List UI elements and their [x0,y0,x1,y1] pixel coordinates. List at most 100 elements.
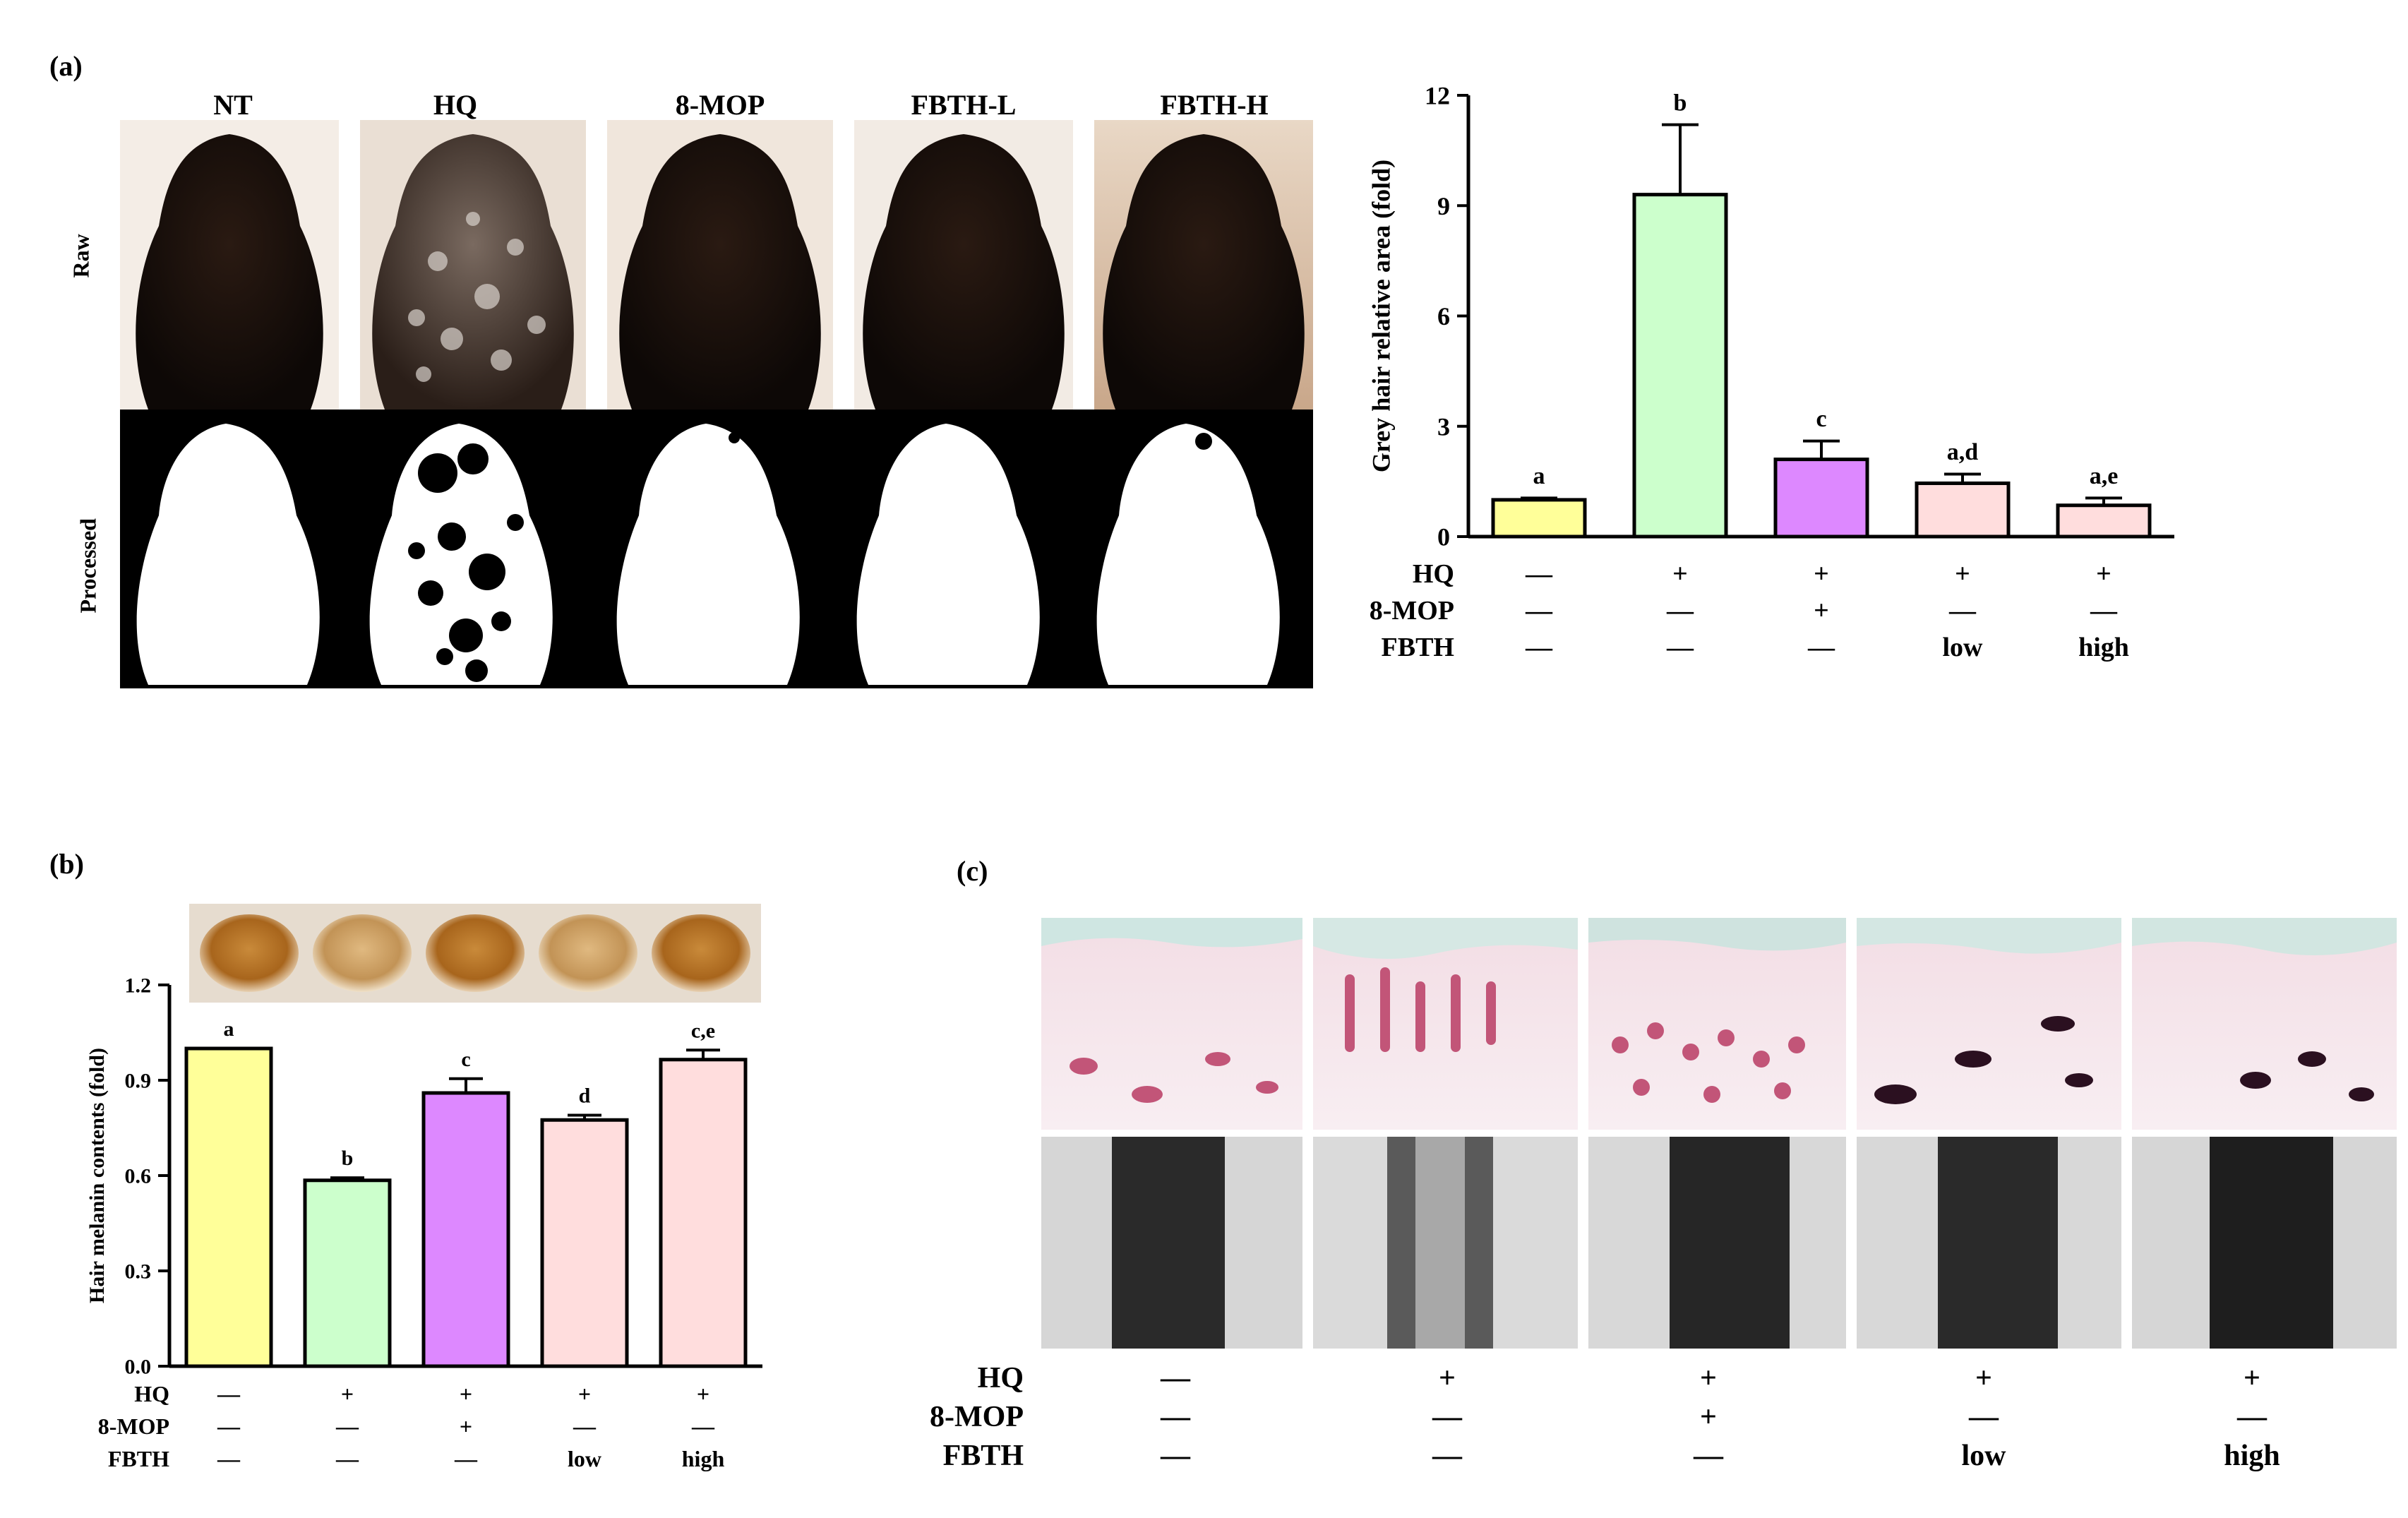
y-tick-label: 9 [1437,192,1450,220]
panel-c-cell: — [1160,1401,1191,1433]
treatment-row-label-0: HQ [1413,559,1454,589]
treatment-cell: — [1807,633,1835,662]
significance-letter-2: c [461,1048,470,1071]
bar-1 [1632,193,1728,539]
significance-letter-0: a [224,1017,234,1041]
treatment-cell: — [1525,596,1553,626]
bar-0 [1491,498,1587,539]
panel-b-label: (b) [49,848,84,880]
panel-c-cell: — [2236,1401,2268,1433]
chart-grey-hair-area: 0 3 6 9 12 Grey hair relative area (fold) a b c a… [1367,82,2174,662]
raw-photo-fbth-l [854,120,1073,410]
bar-3 [1915,481,2011,539]
hair-shaft-3 [1588,1137,1846,1349]
group-label-2: 8-MOP [675,89,765,121]
histology-panel-3 [1588,918,1846,1130]
treatment-cell: + [1955,559,1970,589]
hair-shaft-2 [1313,1137,1578,1349]
hair-shaft-5 [2132,1137,2397,1349]
treatment-cell: — [454,1446,478,1471]
significance-letter-4: c,e [691,1019,715,1042]
treatment-cell: low [568,1446,601,1471]
treatment-row-label-0: HQ [134,1381,169,1406]
panel-c-cell: + [1439,1362,1456,1394]
treatment-cell: + [1672,559,1688,589]
y-tick-label: 0.9 [125,1070,152,1093]
raw-photo-nt [120,120,339,410]
panel-c-cell: — [1432,1401,1463,1433]
histology-panel-4 [1857,918,2121,1130]
row-label-raw: Raw [68,234,94,278]
group-label-1: HQ [433,89,478,121]
panel-c-label: (c) [957,855,988,887]
histology-panel-5 [2132,918,2397,1130]
y-tick-label: 1.2 [125,974,152,998]
treatment-row-label-2: FBTH [1382,633,1454,662]
treatment-cell: + [697,1381,709,1406]
treatment-cell: — [1525,559,1553,589]
treatment-cell: + [1814,596,1829,626]
panel-c-cell: — [1968,1401,1999,1433]
treatment-cell: — [2090,596,2118,626]
skin-histology-images [1041,918,2397,1130]
treatment-cell: — [335,1414,359,1439]
treatment-cell: + [578,1381,591,1406]
processed-8mop [616,424,800,685]
treatment-cell: — [1525,633,1553,662]
treatment-cell: — [1666,596,1694,626]
hair-shaft-4 [1857,1137,2121,1349]
raw-photo-hq [360,120,586,410]
bar-4 [659,1058,748,1368]
melanin-well-plate-photo [189,904,761,1003]
group-label-3: FBTH-L [911,89,1017,121]
processed-nt [136,424,320,685]
raw-photo-8mop [607,120,833,410]
treatment-row-label-1: 8-MOP [98,1414,169,1439]
panel-c-cell: low [1962,1440,2007,1472]
processed-mouse-images [120,410,1313,688]
panel-c-cell: high [2224,1440,2280,1472]
treatment-cell: high [682,1446,725,1471]
panel-c-row-label-0: HQ [978,1362,1024,1394]
hair-shaft-microscopy-images [1041,1137,2397,1349]
y-tick-label: 6 [1437,302,1450,330]
raw-mouse-photos [120,120,1313,410]
histology-panel-2 [1313,918,1578,1130]
bar-3 [540,1118,629,1368]
panel-c-cell: + [1700,1401,1717,1433]
bar-1 [303,1178,392,1368]
significance-letter-0: a [1533,463,1545,489]
treatment-cell: + [1814,559,1829,589]
treatment-cell: + [341,1381,354,1406]
treatment-cell: + [2096,559,2112,589]
bar-2 [1773,458,1869,539]
treatment-cell: — [217,1446,241,1471]
y-axis-label: Grey hair relative area (fold) [1367,160,1395,472]
panel-a-label: (a) [49,50,83,82]
y-tick-label: 0 [1437,523,1450,551]
treatment-cell: — [335,1446,359,1471]
panel-c-cell: — [1160,1440,1191,1472]
bar-0 [184,1046,273,1368]
treatment-cell: + [460,1381,472,1406]
processed-fbth-l [856,424,1040,685]
y-tick-label: 0.0 [125,1356,152,1379]
group-label-0: NT [213,89,253,121]
significance-letter-1: b [342,1147,354,1170]
treatment-cell: — [217,1381,241,1406]
panel-c-treatment-table: HQ — + + + +8-MOP — — + — — FBTH — — — low high [930,1362,2280,1472]
y-axis-label: Hair melanin contents (fold) [85,1048,109,1303]
treatment-cell: — [1948,596,1977,626]
treatment-row-label-1: 8-MOP [1370,596,1454,626]
panel-c-row-label-2: FBTH [943,1440,1024,1472]
treatment-cell: — [217,1414,241,1439]
histology-panel-1 [1041,918,1302,1130]
group-label-4: FBTH-H [1160,89,1269,121]
significance-letter-1: b [1674,90,1687,116]
y-tick-label: 0.6 [125,1165,152,1188]
panel-c-cell: + [1975,1362,1992,1394]
processed-fbth-h [1096,424,1280,685]
significance-letter-4: a,e [2090,463,2119,489]
panel-c-cell: + [2244,1362,2260,1394]
treatment-cell: high [2078,633,2129,662]
